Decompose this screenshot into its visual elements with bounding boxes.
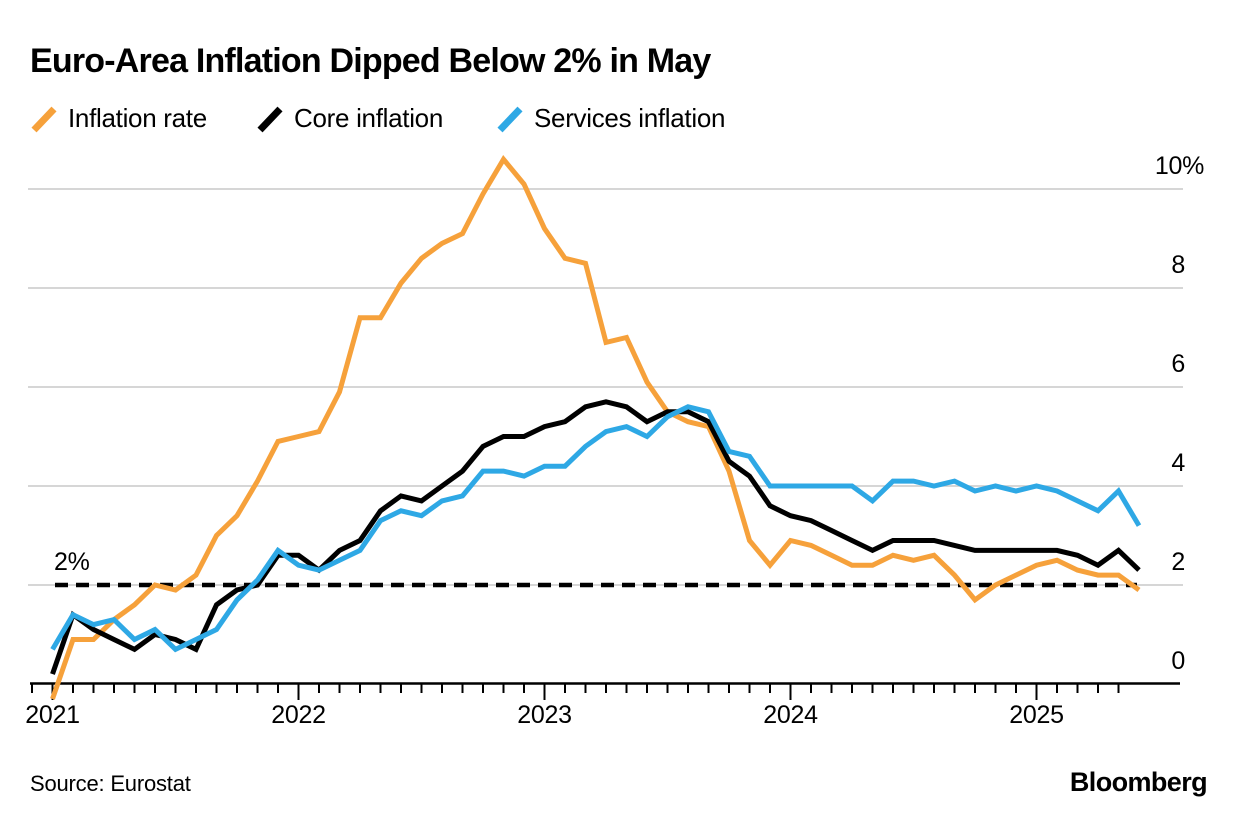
legend-label-core-inflation: Core inflation (294, 103, 443, 133)
legend: Inflation rate Core inflation Services i… (0, 103, 1237, 139)
x-axis-label: 2022 (271, 701, 326, 729)
chart-title: Euro-Area Inflation Dipped Below 2% in M… (30, 42, 711, 80)
legend-item-core-inflation: Core inflation (256, 103, 443, 134)
legend-item-inflation-rate: Inflation rate (30, 103, 207, 134)
y-axis-label: 10% (1154, 152, 1204, 180)
y-axis-label: 6 (1171, 350, 1185, 378)
legend-item-services-inflation: Services inflation (496, 103, 725, 134)
x-axis-label: 2021 (25, 701, 80, 729)
y-axis-label: 8 (1171, 251, 1185, 279)
line-swatch-icon (497, 106, 523, 132)
legend-label-inflation-rate: Inflation rate (68, 103, 207, 133)
bloomberg-logo: Bloomberg (1069, 767, 1208, 797)
legend-label-services-inflation: Services inflation (534, 103, 726, 133)
y-axis-label: 4 (1171, 449, 1185, 477)
line-swatch-icon (31, 106, 57, 132)
line-swatch-icon (257, 106, 283, 132)
x-axis-label: 2023 (517, 701, 572, 729)
target-line-label: 2% (54, 548, 90, 576)
x-axis-label: 2024 (763, 701, 818, 729)
series-line-core-inflation (50, 399, 1141, 675)
y-axis-label: 0 (1171, 647, 1185, 675)
x-axis-label: 2025 (1009, 701, 1064, 729)
source-credit: Source: Eurostat (30, 771, 191, 796)
y-axis-label: 2 (1171, 548, 1185, 576)
series-line-services-inflation (50, 404, 1142, 653)
series-line-inflation-rate (50, 154, 1141, 700)
